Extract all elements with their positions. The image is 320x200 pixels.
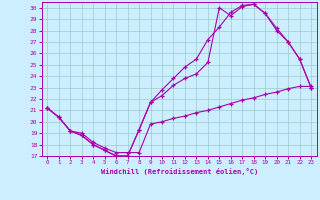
X-axis label: Windchill (Refroidissement éolien,°C): Windchill (Refroidissement éolien,°C) — [100, 168, 258, 175]
